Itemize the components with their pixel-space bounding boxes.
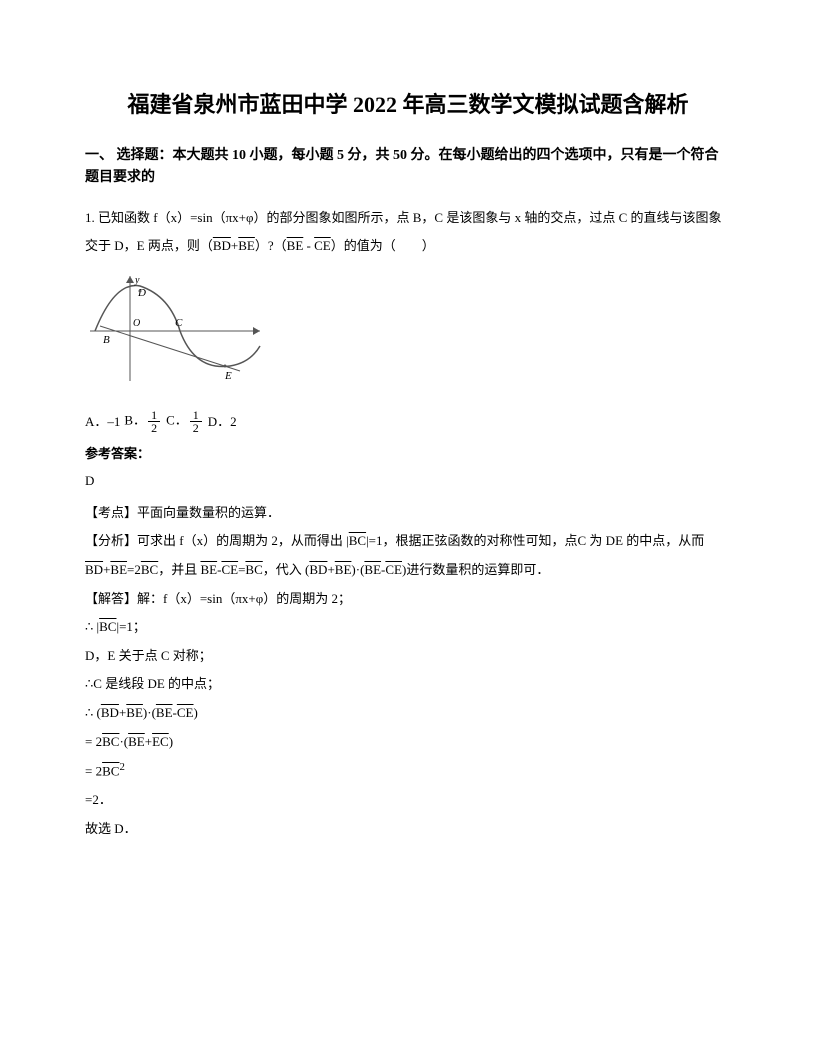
question-number: 1. — [85, 210, 95, 225]
solve-text-1: 解：f（x）=sin（πx+φ）的周期为 2； — [137, 591, 351, 606]
solve-7a: = — [85, 763, 92, 778]
fraction-b: 12 — [148, 409, 160, 434]
option-b: B．12 — [124, 409, 162, 434]
svg-text:y: y — [134, 275, 140, 286]
analysis-text-2: ，根据正弦函数的对称性可知，点C 为 DE 的中点，从而 — [383, 533, 705, 548]
analysis-text-5: 进行数量积的运算即可． — [406, 562, 549, 577]
option-c: C．12 — [166, 409, 204, 434]
answer-label: 参考答案： — [85, 444, 731, 464]
solve-line-6: = 2BC·(BE+EC) — [85, 728, 731, 757]
vector-bd: BD — [213, 238, 231, 253]
svg-text:B: B — [103, 334, 110, 346]
answer-letter: D — [85, 471, 731, 491]
analysis-eq1: =1 — [369, 533, 383, 548]
question-text-3: ）的值为（ ） — [331, 238, 435, 253]
analysis-eq2c: (BD+BE)·(BE-CE) — [305, 562, 406, 577]
option-d: D．2 — [208, 412, 237, 432]
solve-2b: |BC| — [97, 619, 120, 634]
analysis-block: 【分析】可求出 f（x）的周期为 2，从而得出 |BC|=1，根据正弦函数的对称… — [85, 527, 731, 584]
solve-5b: (BD+BE)·(BE-CE) — [97, 705, 198, 720]
analysis-text-1: 可求出 f（x）的周期为 2，从而得出 — [137, 533, 343, 548]
vector-ce: CE — [314, 238, 331, 253]
frac-c-num: 1 — [190, 409, 202, 422]
solve-line-7: = 2BC2 — [85, 756, 731, 786]
solve-7c: 2 — [119, 761, 124, 773]
frac-c-den: 2 — [190, 422, 202, 434]
analysis-bc-abs: |BC| — [346, 533, 369, 548]
solve-line-9: 故选 D． — [85, 815, 731, 844]
frac-b-num: 1 — [148, 409, 160, 422]
solve-line-4: ∴C 是线段 DE 的中点； — [85, 670, 731, 699]
section-header: 一、 选择题：本大题共 10 小题，每小题 5 分，共 50 分。在每小题给出的… — [85, 145, 731, 190]
analysis-label: 【分析】 — [85, 533, 137, 548]
solve-label: 【解答】 — [85, 591, 137, 606]
question-text-2: ）?（ — [255, 238, 287, 253]
solve-6b: 2BC·(BE+EC) — [96, 734, 173, 749]
solve-line-5: ∴ (BD+BE)·(BE-CE) — [85, 699, 731, 728]
minus-sign: - — [303, 238, 314, 253]
svg-text:E: E — [224, 370, 232, 382]
topic-line: 【考点】平面向量数量积的运算． — [85, 499, 731, 528]
svg-text:O: O — [133, 318, 140, 329]
solve-5a: ∴ — [85, 705, 93, 720]
frac-b-den: 2 — [148, 422, 160, 434]
vector-be-2: BE — [287, 238, 304, 253]
vector-be: BE — [238, 238, 255, 253]
document-title: 福建省泉州市蓝田中学 2022 年高三数学文模拟试题含解析 — [85, 90, 731, 121]
option-a: A．–1 — [85, 412, 120, 432]
answer-options: A．–1 B．12 C．12 D．2 — [85, 409, 731, 434]
svg-text:C: C — [175, 317, 183, 329]
question-1: 1. 已知函数 f（x）=sin（πx+φ）的部分图象如图所示，点 B，C 是该… — [85, 204, 731, 261]
analysis-text-4: ，代入 — [263, 562, 302, 577]
option-b-label: B． — [124, 412, 146, 427]
analysis-eq2a: BD+BE=2BC — [85, 562, 158, 577]
svg-text:D: D — [137, 287, 146, 299]
option-c-label: C． — [166, 412, 188, 427]
solve-7b: 2BC — [96, 763, 120, 778]
solve-2a: ∴ — [85, 619, 93, 634]
solve-line-3: D，E 关于点 C 对称； — [85, 642, 731, 671]
analysis-text-3: ，并且 — [158, 562, 197, 577]
fraction-c: 12 — [190, 409, 202, 434]
function-graph: B O D C E y — [85, 271, 731, 399]
analysis-eq2b: BE-CE=BC — [200, 562, 262, 577]
solve-line-2: ∴ |BC|=1； — [85, 613, 731, 642]
solve-line-1: 【解答】解：f（x）=sin（πx+φ）的周期为 2； — [85, 585, 731, 614]
solve-line-8: =2． — [85, 786, 731, 815]
solve-2c: =1； — [119, 619, 146, 634]
graph-svg: B O D C E y — [85, 271, 265, 391]
solve-6a: = — [85, 734, 92, 749]
